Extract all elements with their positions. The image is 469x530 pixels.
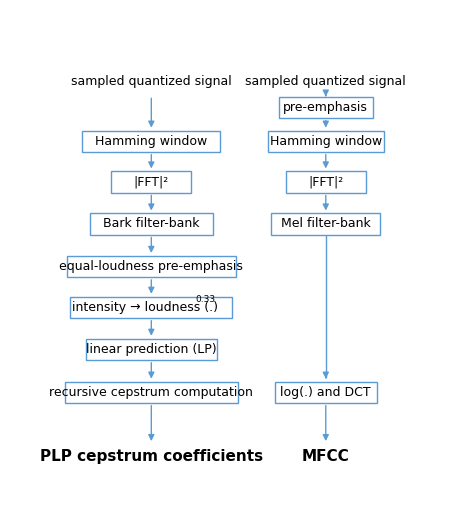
Text: 0.33: 0.33 <box>195 295 215 304</box>
Text: pre-emphasis: pre-emphasis <box>283 101 368 114</box>
Text: |FFT|²: |FFT|² <box>308 175 343 189</box>
Text: PLP cepstrum coefficients: PLP cepstrum coefficients <box>40 449 263 464</box>
FancyBboxPatch shape <box>275 382 377 403</box>
FancyBboxPatch shape <box>279 96 373 118</box>
FancyBboxPatch shape <box>82 130 220 152</box>
Text: Bark filter-bank: Bark filter-bank <box>103 217 200 231</box>
Text: Mel filter-bank: Mel filter-bank <box>281 217 371 231</box>
Text: MFCC: MFCC <box>302 449 350 464</box>
FancyBboxPatch shape <box>271 214 380 235</box>
Text: log(.) and DCT: log(.) and DCT <box>280 386 371 399</box>
Text: recursive cepstrum computation: recursive cepstrum computation <box>49 386 253 399</box>
Text: sampled quantized signal: sampled quantized signal <box>71 75 232 89</box>
FancyBboxPatch shape <box>90 214 213 235</box>
Text: sampled quantized signal: sampled quantized signal <box>245 75 406 89</box>
Text: equal-loudness pre-emphasis: equal-loudness pre-emphasis <box>60 260 243 273</box>
FancyBboxPatch shape <box>65 382 238 403</box>
Text: linear prediction (LP): linear prediction (LP) <box>86 343 217 356</box>
FancyBboxPatch shape <box>286 171 366 192</box>
Text: intensity → loudness (.): intensity → loudness (.) <box>72 301 218 314</box>
FancyBboxPatch shape <box>67 256 236 277</box>
FancyBboxPatch shape <box>70 297 232 318</box>
Text: Hamming window: Hamming window <box>95 135 207 148</box>
Text: Hamming window: Hamming window <box>270 135 382 148</box>
FancyBboxPatch shape <box>268 130 384 152</box>
FancyBboxPatch shape <box>86 339 217 360</box>
Text: |FFT|²: |FFT|² <box>134 175 169 189</box>
FancyBboxPatch shape <box>111 171 191 192</box>
